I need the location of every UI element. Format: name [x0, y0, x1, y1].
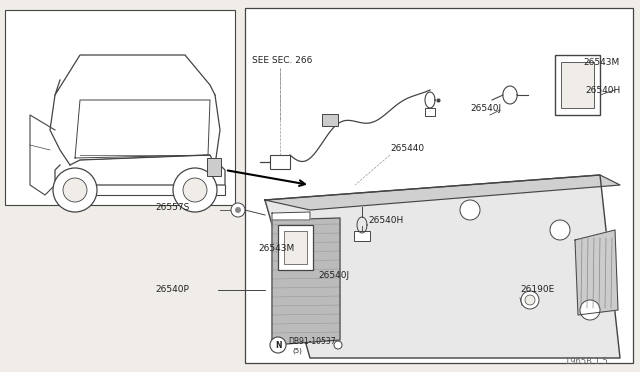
Text: 26540J: 26540J	[470, 103, 501, 112]
Circle shape	[580, 300, 600, 320]
Text: (5): (5)	[292, 348, 302, 354]
Text: N: N	[275, 340, 281, 350]
Circle shape	[334, 341, 342, 349]
Text: 26540P: 26540P	[155, 285, 189, 295]
Text: 26540H: 26540H	[368, 215, 403, 224]
Polygon shape	[265, 175, 620, 358]
Circle shape	[235, 207, 241, 213]
Circle shape	[173, 168, 217, 212]
Bar	[207, 158, 221, 176]
Text: 26540J: 26540J	[318, 270, 349, 279]
Circle shape	[53, 168, 97, 212]
Bar	[354, 231, 370, 241]
Polygon shape	[575, 230, 618, 315]
Bar	[5, 10, 235, 205]
Text: 26190E: 26190E	[520, 285, 554, 295]
Text: DB91-10537: DB91-10537	[288, 337, 335, 346]
Bar	[245, 8, 633, 363]
Circle shape	[521, 291, 539, 309]
Circle shape	[231, 203, 245, 217]
Bar	[555, 55, 600, 115]
Bar	[425, 108, 435, 116]
Bar	[322, 114, 338, 126]
Circle shape	[270, 337, 286, 353]
Polygon shape	[272, 212, 310, 220]
Bar	[284, 231, 307, 264]
Text: 26543M: 26543M	[258, 244, 294, 253]
Circle shape	[550, 220, 570, 240]
Bar	[270, 155, 290, 169]
Polygon shape	[265, 175, 620, 210]
Bar	[561, 62, 594, 108]
Bar	[278, 225, 313, 270]
Circle shape	[63, 178, 87, 202]
Text: 265440: 265440	[390, 144, 424, 153]
Polygon shape	[272, 218, 340, 345]
Text: 26543M: 26543M	[583, 58, 620, 67]
Circle shape	[183, 178, 207, 202]
Text: 1965B 1 5: 1965B 1 5	[565, 357, 608, 366]
Text: 26557S: 26557S	[155, 202, 189, 212]
Text: SEE SEC. 266: SEE SEC. 266	[252, 55, 312, 64]
Circle shape	[460, 200, 480, 220]
Text: 26540H: 26540H	[585, 86, 620, 94]
Circle shape	[525, 295, 535, 305]
